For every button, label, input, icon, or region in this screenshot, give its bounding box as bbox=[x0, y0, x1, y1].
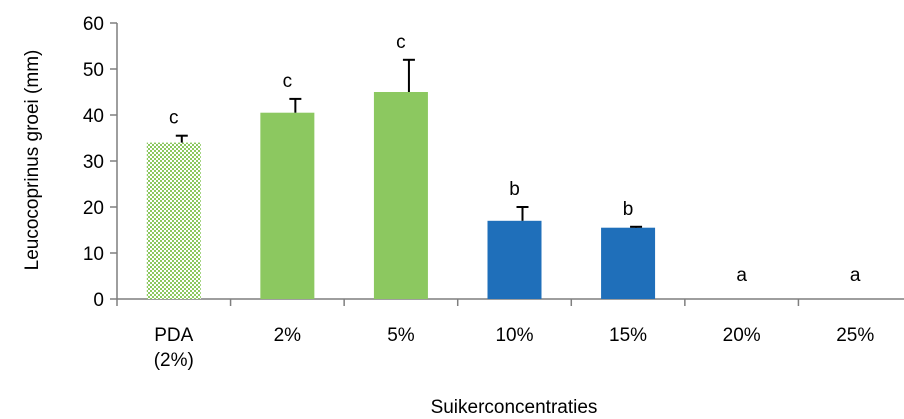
significance-label: c bbox=[169, 108, 179, 129]
x-tick-label: 15% bbox=[609, 325, 647, 346]
x-tick-label: 10% bbox=[495, 325, 533, 346]
y-tick-label: 60 bbox=[83, 14, 104, 35]
y-tick-label: 10 bbox=[83, 244, 104, 265]
bar bbox=[601, 227, 656, 299]
x-tick-label: 5% bbox=[387, 325, 415, 346]
bar bbox=[260, 112, 315, 299]
x-axis: PDA (2%) 2% 5% 10% 15% 20% 25% bbox=[116, 298, 904, 371]
bars bbox=[146, 92, 656, 299]
significance-label: a bbox=[736, 265, 747, 286]
x-axis-title: Suikerconcentraties bbox=[431, 397, 598, 418]
y-tick-label: 0 bbox=[93, 290, 104, 311]
y-tick-label: 20 bbox=[83, 198, 104, 219]
x-tick-label: PDA (2%) bbox=[154, 325, 194, 371]
y-axis: 0 10 20 30 40 50 60 bbox=[83, 14, 118, 311]
y-axis-title: Leucocoprinus groei (mm) bbox=[22, 50, 43, 271]
bar bbox=[146, 142, 201, 299]
significance-label: b bbox=[509, 179, 520, 200]
significance-label: c bbox=[396, 32, 406, 53]
significance-label: a bbox=[850, 265, 861, 286]
significance-labels: c c c b b a a bbox=[169, 32, 861, 286]
bar bbox=[487, 220, 542, 299]
x-tick-label: 20% bbox=[723, 325, 761, 346]
x-tick-label: 25% bbox=[836, 325, 874, 346]
significance-label: c bbox=[283, 71, 293, 92]
y-tick-label: 50 bbox=[83, 60, 104, 81]
significance-label: b bbox=[623, 199, 634, 220]
bar bbox=[373, 92, 428, 299]
x-tick-label: 2% bbox=[274, 325, 302, 346]
error-bars bbox=[175, 58, 643, 228]
y-tick-label: 30 bbox=[83, 152, 104, 173]
y-tick-label: 40 bbox=[83, 106, 104, 127]
